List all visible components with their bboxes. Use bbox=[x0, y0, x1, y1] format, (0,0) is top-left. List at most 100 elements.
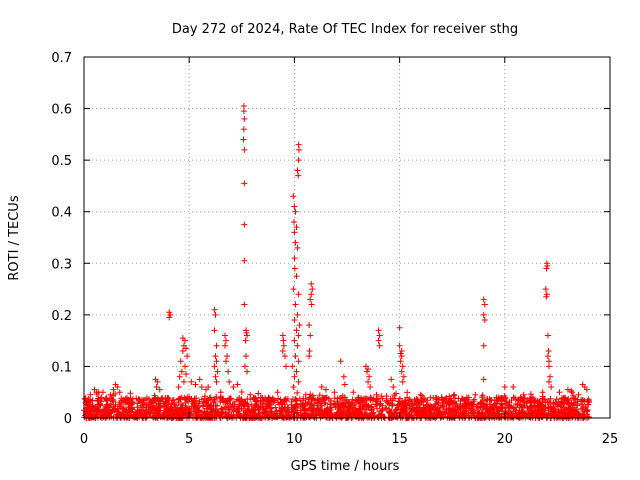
noise-point bbox=[382, 404, 389, 411]
noise-point bbox=[134, 404, 141, 411]
noise-point bbox=[198, 396, 205, 403]
roti-point bbox=[322, 386, 329, 393]
roti-point bbox=[543, 293, 550, 300]
noise-point bbox=[495, 405, 502, 412]
noise-point bbox=[251, 396, 258, 403]
noise-point bbox=[107, 410, 114, 417]
noise-point bbox=[518, 408, 525, 415]
noise-point bbox=[312, 397, 319, 404]
roti-point bbox=[399, 378, 406, 385]
noise-point bbox=[534, 406, 541, 413]
roti-point bbox=[289, 363, 296, 370]
x-axis-ticks: 0 5 10 15 20 25 bbox=[80, 57, 618, 447]
noise-point bbox=[470, 398, 477, 405]
noise-point bbox=[185, 409, 192, 416]
noise-point bbox=[310, 396, 317, 403]
roti-point bbox=[179, 347, 186, 354]
roti-point bbox=[230, 384, 237, 391]
roti-point bbox=[295, 172, 302, 179]
noise-point bbox=[302, 391, 309, 398]
roti-point bbox=[438, 394, 445, 401]
noise-point bbox=[531, 398, 538, 405]
roti-point bbox=[292, 208, 299, 215]
roti-point bbox=[306, 347, 313, 354]
noise-point bbox=[386, 400, 393, 407]
roti-point bbox=[257, 394, 264, 401]
noise-point bbox=[378, 393, 385, 400]
roti-point bbox=[110, 386, 117, 393]
noise-point bbox=[186, 406, 193, 413]
noise-point bbox=[368, 404, 375, 411]
noise-point bbox=[484, 396, 491, 403]
noise-point bbox=[389, 413, 396, 420]
noise-point bbox=[567, 405, 574, 412]
noise-point bbox=[327, 410, 334, 417]
noise-point bbox=[585, 401, 592, 408]
roti-point bbox=[244, 332, 251, 339]
noise-point bbox=[153, 406, 160, 413]
roti-point bbox=[217, 389, 224, 396]
noise-point bbox=[363, 402, 370, 409]
noise-point bbox=[469, 408, 476, 415]
roti-point bbox=[87, 391, 94, 398]
noise-point bbox=[473, 403, 480, 410]
noise-point bbox=[318, 398, 325, 405]
noise-point bbox=[124, 411, 131, 418]
noise-point bbox=[213, 394, 220, 401]
roti-point bbox=[280, 337, 287, 344]
noise-point bbox=[447, 399, 454, 406]
noise-point bbox=[464, 402, 471, 409]
y-tick-label: 0.1 bbox=[51, 360, 72, 375]
noise-point bbox=[349, 409, 356, 416]
noise-point bbox=[253, 402, 260, 409]
roti-point bbox=[266, 396, 273, 403]
roti-point bbox=[292, 353, 299, 360]
roti-point bbox=[451, 391, 458, 398]
roti-point bbox=[184, 353, 191, 360]
roti-point bbox=[225, 368, 232, 375]
roti-point bbox=[213, 358, 220, 365]
noise-point bbox=[182, 396, 189, 403]
noise-point bbox=[450, 392, 457, 399]
roti-point bbox=[180, 378, 187, 385]
noise-point bbox=[341, 407, 348, 414]
noise-point bbox=[478, 394, 485, 401]
noise-point bbox=[423, 401, 430, 408]
roti-point bbox=[282, 363, 289, 370]
noise-point bbox=[247, 408, 254, 415]
roti-point bbox=[183, 371, 190, 378]
noise-point bbox=[327, 401, 334, 408]
noise-point bbox=[185, 398, 192, 405]
noise-point bbox=[100, 413, 107, 420]
roti-point bbox=[241, 180, 248, 187]
roti-point bbox=[241, 115, 248, 122]
noise-point bbox=[293, 397, 300, 404]
noise-point bbox=[173, 402, 180, 409]
noise-point bbox=[118, 395, 125, 402]
noise-point bbox=[443, 409, 450, 416]
roti-point bbox=[181, 337, 188, 344]
noise-point bbox=[426, 411, 433, 418]
noise-point bbox=[484, 410, 491, 417]
roti-point bbox=[241, 363, 248, 370]
noise-point bbox=[231, 413, 238, 420]
noise-point bbox=[188, 395, 195, 402]
noise-point bbox=[224, 398, 231, 405]
noise-point bbox=[190, 400, 197, 407]
noise-point bbox=[85, 405, 92, 412]
roti-point bbox=[192, 381, 199, 388]
roti-point bbox=[543, 265, 550, 272]
noise-point bbox=[580, 414, 587, 421]
noise-point bbox=[323, 414, 330, 421]
noise-point bbox=[440, 398, 447, 405]
roti-point bbox=[365, 378, 372, 385]
noise-point bbox=[570, 394, 576, 401]
roti-point bbox=[274, 389, 281, 396]
roti-point bbox=[388, 376, 395, 383]
noise-point bbox=[144, 401, 151, 408]
noise-point bbox=[292, 396, 299, 403]
noise-point bbox=[414, 396, 421, 403]
noise-point bbox=[490, 406, 497, 413]
x-axis-label: GPS time / hours bbox=[291, 459, 400, 474]
noise-point bbox=[344, 408, 351, 415]
